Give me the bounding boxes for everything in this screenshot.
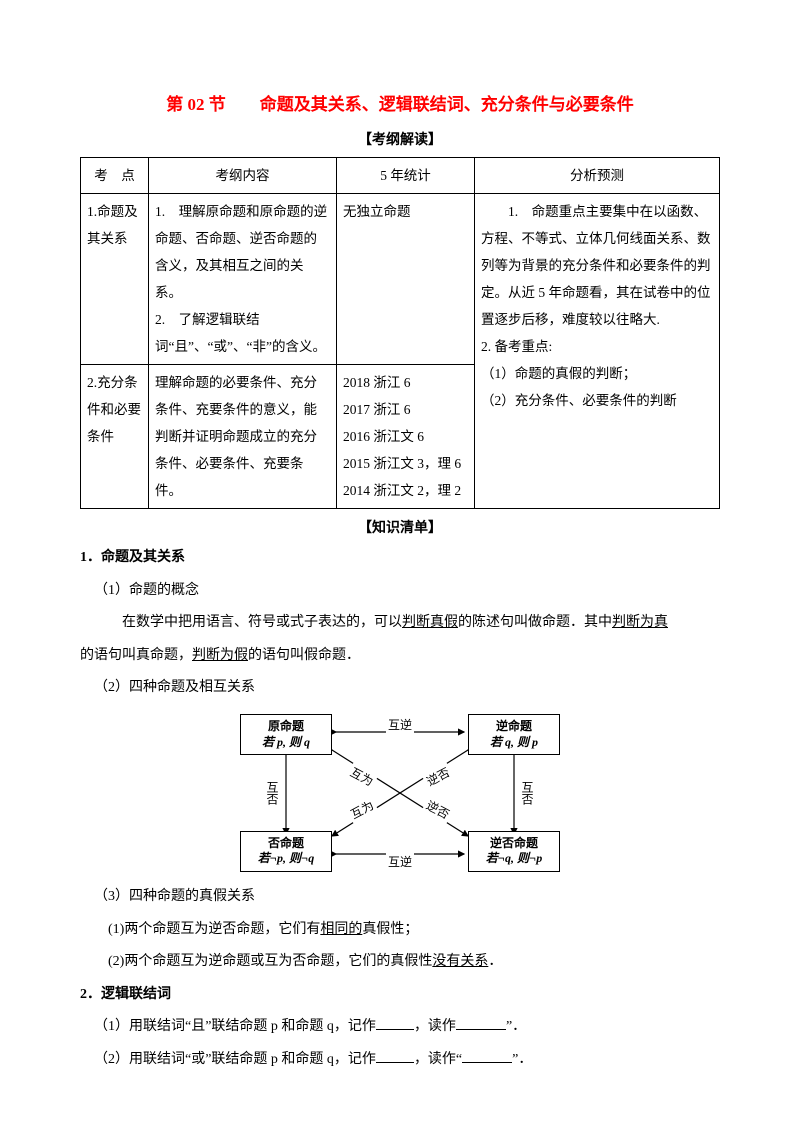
cell-pt2: 2.充分条件和必要条件	[81, 365, 149, 509]
s2-p2: （2）用联结词“或”联结命题 p 和命题 q，记作，读作“”．	[80, 1047, 720, 1074]
s2-p1: （1）用联结词“且”联结命题 p 和命题 q，记作，读作”．	[80, 1014, 720, 1041]
th-forecast: 分析预测	[475, 158, 720, 194]
label-bottom: 互逆	[386, 853, 414, 870]
proposition-diagram: 原命题若 p, 则 q 逆命题若 q, 则 p 否命题若¬p, 则¬q 逆否命题…	[220, 708, 580, 878]
table-header-row: 考 点 考纲内容 5 年统计 分析预测	[81, 158, 720, 194]
node-original: 原命题若 p, 则 q	[240, 714, 332, 755]
s1-heading: 1．命题及其关系	[80, 545, 720, 572]
s1-p5: （3）四种命题的真假关系	[80, 884, 720, 911]
cell-stats1: 无独立命题	[337, 194, 475, 365]
table-row: 1.命题及其关系 1. 理解原命题和原命题的逆命题、否命题、逆否命题的含义，及其…	[81, 194, 720, 365]
section-header-outline: 【考纲解读】	[80, 129, 720, 149]
label-right: 互否	[517, 781, 538, 805]
s1-p7: (2)两个命题互为逆命题或互为否命题，它们的真假性没有关系．	[80, 949, 720, 976]
cell-content1: 1. 理解原命题和原命题的逆命题、否命题、逆否命题的含义，及其相互之间的关系。 …	[149, 194, 337, 365]
s1-p6: (1)两个命题互为逆否命题，它们有相同的真假性；	[80, 917, 720, 944]
section-header-knowledge: 【知识清单】	[80, 517, 720, 537]
s2-heading: 2．逻辑联结词	[80, 982, 720, 1009]
node-inverse: 否命题若¬p, 则¬q	[240, 831, 332, 872]
s1-p1: （1）命题的概念	[80, 578, 720, 605]
label-top: 互逆	[386, 716, 414, 733]
label-left: 互否	[262, 781, 283, 805]
outline-table: 考 点 考纲内容 5 年统计 分析预测 1.命题及其关系 1. 理解原命题和原命…	[80, 157, 720, 509]
page-title: 第 02 节 命题及其关系、逻辑联结词、充分条件与必要条件	[80, 90, 720, 115]
cell-content2: 理解命题的必要条件、充分条件、充要条件的意义，能判断并证明命题成立的充分条件、必…	[149, 365, 337, 509]
s1-p4: （2）四种命题及相互关系	[80, 675, 720, 702]
node-contrapositive: 逆否命题若¬q, 则¬p	[468, 831, 560, 872]
th-content: 考纲内容	[149, 158, 337, 194]
s1-p2: 在数学中把用语言、符号或式子表达的，可以判断真假的陈述句叫做命题．其中判断为真	[80, 610, 720, 637]
th-stats: 5 年统计	[337, 158, 475, 194]
th-points: 考 点	[81, 158, 149, 194]
node-converse: 逆命题若 q, 则 p	[468, 714, 560, 755]
cell-stats2: 2018 浙江 6 2017 浙江 6 2016 浙江文 6 2015 浙江文 …	[337, 365, 475, 509]
cell-forecast: 1. 命题重点主要集中在以函数、方程、不等式、立体几何线面关系、数列等为背景的充…	[475, 194, 720, 509]
s1-p3: 的语句叫真命题，判断为假的语句叫假命题．	[80, 643, 720, 670]
cell-pt1: 1.命题及其关系	[81, 194, 149, 365]
